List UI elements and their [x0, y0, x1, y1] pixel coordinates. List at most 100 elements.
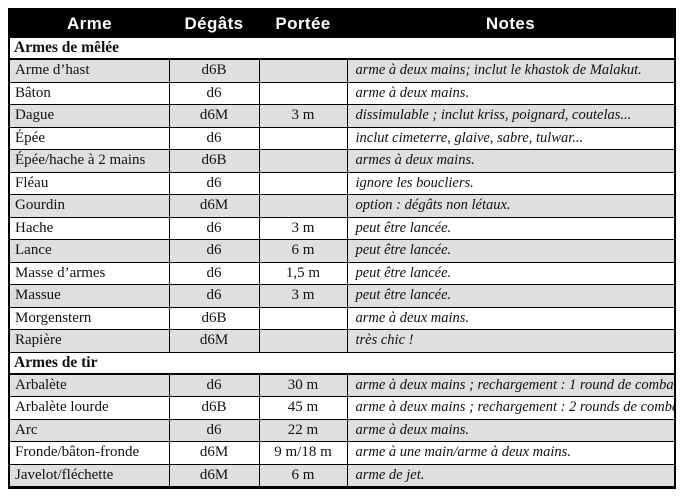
weapon-damage-cell: d6B [168, 149, 260, 173]
table-row: Épée/hache à 2 mains d6B armes à deux main… [8, 149, 676, 173]
weapon-range-cell: 6 m [258, 463, 348, 488]
weapon-range-cell: 45 m [258, 396, 348, 420]
weapons-table: Arme Dégâts Portée Notes Armes de mêlée A… [8, 8, 676, 489]
table-row: Morgenstern d6B arme à deux mains. [8, 306, 676, 330]
table-row: Dague d6M 3 m dissimulable ; inclut kriss, … [8, 104, 676, 128]
section-label: Armes de mêlée [8, 37, 676, 60]
weapon-damage-cell: d6M [168, 441, 260, 465]
weapon-name-cell: Arme d’hast [8, 58, 170, 83]
weapon-range-cell: 1,5 m [258, 261, 348, 285]
weapon-notes-cell: arme à deux mains ; rechargement : 1 rou… [346, 373, 676, 397]
table-row: Fronde/bâton-fronde d6M 9 m/18 m arme à une… [8, 441, 676, 465]
weapon-range-cell: 3 m [258, 104, 348, 128]
table-body: Armes de mêlée Arme d’hast d6B arme à deux … [8, 37, 676, 488]
table-row: Bâton d6 arme à deux mains. [8, 81, 676, 105]
column-header-arme: Arme [9, 9, 169, 38]
weapon-name-cell: Bâton [8, 81, 170, 105]
weapon-range-cell: 3 m [258, 284, 348, 308]
table-row: Gourdin d6M option : dégâts non létaux. [8, 194, 676, 218]
weapon-damage-cell: d6B [168, 58, 260, 83]
weapon-notes-cell: arme à deux mains. [346, 81, 676, 105]
weapon-range-cell [258, 194, 348, 218]
weapon-notes-cell: arme à une main/arme à deux mains. [346, 441, 676, 465]
table-row: Javelot/fléchette d6M 6 m arme de jet. [8, 463, 676, 488]
weapon-name-cell: Gourdin [8, 194, 170, 218]
weapon-damage-cell: d6 [168, 81, 260, 105]
weapon-name-cell: Massue [8, 284, 170, 308]
weapon-damage-cell: d6 [168, 261, 260, 285]
table-row: Arbalète d6 30 m arme à deux mains ; rechar… [8, 373, 676, 397]
weapon-notes-cell: arme à deux mains. [346, 306, 676, 330]
table-row: Fléau d6 ignore les boucliers. [8, 171, 676, 195]
weapon-notes-cell: arme à deux mains ; rechargement : 2 rou… [346, 396, 676, 420]
weapon-name-cell: Arc [8, 418, 170, 442]
weapon-notes-cell: peut être lancée. [346, 239, 676, 263]
section-row: Armes de mêlée [8, 37, 676, 60]
weapon-notes-cell: ignore les boucliers. [346, 171, 676, 195]
weapon-range-cell [258, 171, 348, 195]
weapon-damage-cell: d6B [168, 306, 260, 330]
weapon-name-cell: Hache [8, 216, 170, 240]
section-row: Armes de tir [8, 351, 676, 375]
weapon-notes-cell: très chic ! [346, 329, 676, 353]
weapon-name-cell: Masse d’armes [8, 261, 170, 285]
table-row: Arbalète lourde d6B 45 m arme à deux mains … [8, 396, 676, 420]
weapon-name-cell: Arbalète lourde [8, 396, 170, 420]
weapon-name-cell: Épée/hache à 2 mains [8, 149, 170, 173]
weapon-damage-cell: d6M [168, 104, 260, 128]
weapon-notes-cell: peut être lancée. [346, 261, 676, 285]
column-header-notes: Notes [347, 9, 675, 38]
weapon-name-cell: Lance [8, 239, 170, 263]
table-row: Rapière d6M très chic ! [8, 329, 676, 353]
weapon-notes-cell: armes à deux mains. [346, 149, 676, 173]
weapon-notes-cell: dissimulable ; inclut kriss, poignard, c… [346, 104, 676, 128]
weapon-notes-cell: option : dégâts non létaux. [346, 194, 676, 218]
weapon-range-cell: 3 m [258, 216, 348, 240]
weapon-name-cell: Morgenstern [8, 306, 170, 330]
weapon-range-cell: 9 m/18 m [258, 441, 348, 465]
weapon-name-cell: Épée [8, 126, 170, 150]
weapon-damage-cell: d6 [168, 373, 260, 397]
weapon-name-cell: Fléau [8, 171, 170, 195]
column-header-degats: Dégâts [169, 9, 259, 38]
weapon-notes-cell: peut être lancée. [346, 284, 676, 308]
weapon-notes-cell: arme à deux mains; inclut le khastok de … [346, 58, 676, 83]
column-header-portee: Portée [259, 9, 347, 38]
weapon-notes-cell: inclut cimeterre, glaive, sabre, tulwar.… [346, 126, 676, 150]
weapon-range-cell [258, 126, 348, 150]
table-row: Épée d6 inclut cimeterre, glaive, sabre, t… [8, 126, 676, 150]
weapon-damage-cell: d6M [168, 463, 260, 488]
weapon-name-cell: Dague [8, 104, 170, 128]
weapon-range-cell [258, 306, 348, 330]
section-label: Armes de tir [8, 351, 676, 375]
weapon-range-cell [258, 58, 348, 83]
weapon-damage-cell: d6 [168, 418, 260, 442]
weapon-range-cell [258, 329, 348, 353]
table-row: Arc d6 22 m arme à deux mains. [8, 418, 676, 442]
weapon-name-cell: Fronde/bâton-fronde [8, 441, 170, 465]
weapon-range-cell: 6 m [258, 239, 348, 263]
table-row: Lance d6 6 m peut être lancée. [8, 239, 676, 263]
weapon-name-cell: Rapière [8, 329, 170, 353]
table-row: Arme d’hast d6B arme à deux mains; inclut … [8, 58, 676, 83]
weapon-damage-cell: d6 [168, 171, 260, 195]
weapon-damage-cell: d6 [168, 284, 260, 308]
weapon-name-cell: Javelot/fléchette [8, 463, 170, 488]
weapon-notes-cell: peut être lancée. [346, 216, 676, 240]
table-row: Hache d6 3 m peut être lancée. [8, 216, 676, 240]
weapon-damage-cell: d6 [168, 216, 260, 240]
table-header: Arme Dégâts Portée Notes [9, 9, 675, 38]
weapon-range-cell [258, 149, 348, 173]
weapon-notes-cell: arme à deux mains. [346, 418, 676, 442]
table-row: Masse d’armes d6 1,5 m peut être lancée. [8, 261, 676, 285]
table-row: Massue d6 3 m peut être lancée. [8, 284, 676, 308]
weapon-damage-cell: d6M [168, 329, 260, 353]
weapon-damage-cell: d6B [168, 396, 260, 420]
weapon-damage-cell: d6 [168, 126, 260, 150]
weapon-range-cell: 22 m [258, 418, 348, 442]
weapon-name-cell: Arbalète [8, 373, 170, 397]
weapon-range-cell: 30 m [258, 373, 348, 397]
weapon-range-cell [258, 81, 348, 105]
header-row: Arme Dégâts Portée Notes [9, 9, 675, 38]
